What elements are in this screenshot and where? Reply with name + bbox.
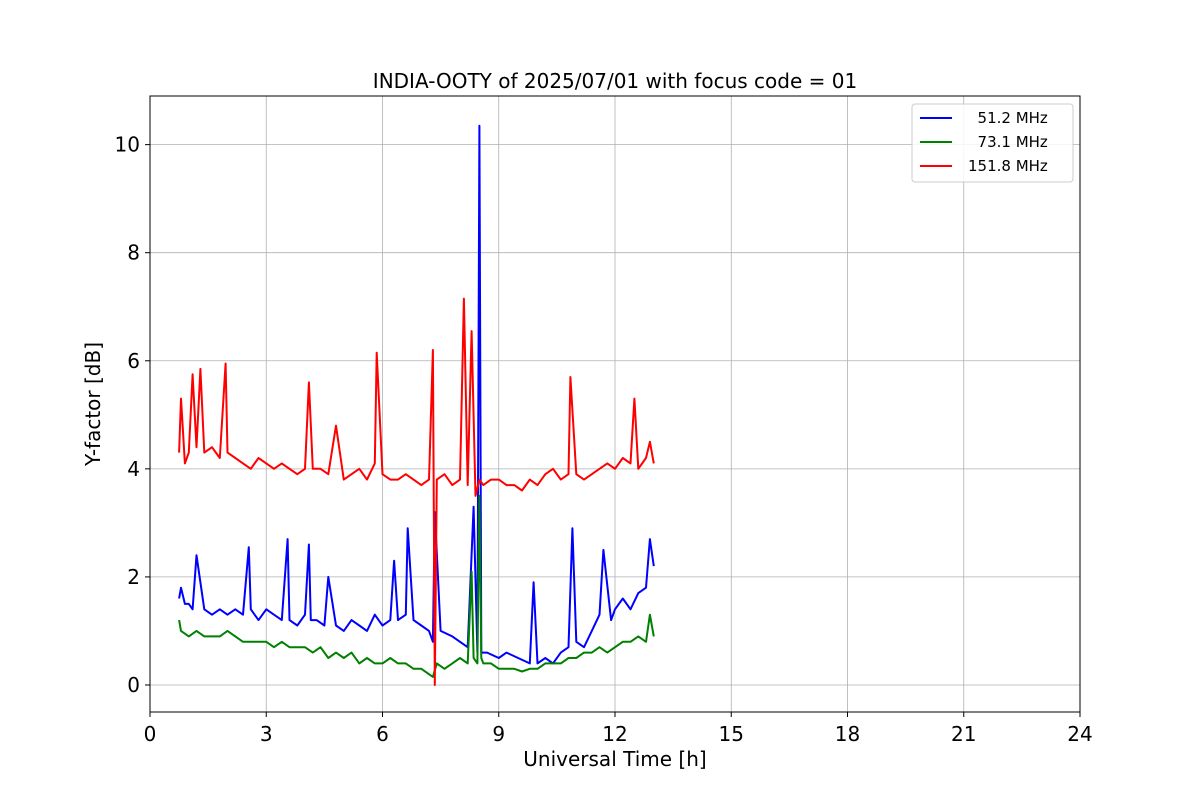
legend-box xyxy=(911,103,1074,183)
x-tick-label: 3 xyxy=(260,722,273,746)
legend-entry-1: 73.1 MHz xyxy=(968,133,1048,151)
x-tick-label: 6 xyxy=(376,722,389,746)
x-tick-label: 15 xyxy=(719,722,744,746)
series-line-2 xyxy=(178,297,655,686)
y-tick-label: 4 xyxy=(127,457,140,481)
y-tick-label: 10 xyxy=(115,133,140,157)
x-tick-label: 12 xyxy=(602,722,627,746)
chart-title: INDIA-OOTY of 2025/07/01 with focus code… xyxy=(373,69,857,93)
legend: 51.2 MHz 73.1 MHz 151.8 MHz xyxy=(911,103,1074,183)
x-tick-label: 18 xyxy=(835,722,860,746)
y-axis-label: Y-factor [dB] xyxy=(81,342,105,467)
x-tick-label: 0 xyxy=(144,722,157,746)
series-group xyxy=(178,124,655,686)
y-tick-label: 8 xyxy=(127,241,140,265)
x-tick-label: 21 xyxy=(951,722,976,746)
x-tick-label: 24 xyxy=(1067,722,1092,746)
y-tick-label: 0 xyxy=(127,673,140,697)
series-line-1 xyxy=(178,494,655,678)
y-tick-label: 2 xyxy=(127,565,140,589)
legend-entry-2: 151.8 MHz xyxy=(968,157,1048,175)
legend-entry-0: 51.2 MHz xyxy=(968,109,1048,127)
x-axis-label: Universal Time [h] xyxy=(523,747,706,771)
series-line-0 xyxy=(178,124,655,665)
x-tick-label: 9 xyxy=(492,722,505,746)
y-tick-label: 6 xyxy=(127,349,140,373)
